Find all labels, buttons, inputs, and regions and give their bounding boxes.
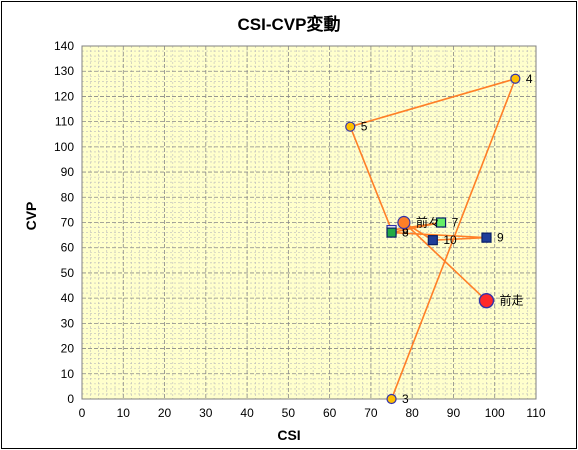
data-label: 3 (402, 392, 409, 406)
x-tick-label: 10 (117, 406, 131, 420)
data-point (435, 217, 447, 228)
data-point (510, 73, 521, 84)
x-tick-label: 70 (364, 406, 378, 420)
data-point (427, 235, 438, 246)
y-tick-label: 40 (61, 291, 75, 305)
x-axis-title: CSI (277, 427, 300, 443)
data-point (345, 121, 356, 132)
data-label: 5 (361, 120, 368, 134)
data-point (386, 393, 397, 405)
x-tick-label: 90 (447, 406, 461, 420)
y-tick-label: 130 (54, 64, 74, 78)
data-label: 4 (526, 72, 533, 86)
data-label: 10 (443, 233, 457, 247)
y-tick-label: 10 (61, 367, 75, 381)
y-tick-label: 0 (67, 392, 74, 406)
data-label: 前走 (499, 293, 523, 308)
series-line (349, 77, 517, 400)
data-label: 9 (497, 231, 504, 245)
plot-layer: 0 10 20 30 40 50 60 70 80 90 100 110 0 10 20 30 40 50 60 70… (54, 39, 546, 420)
y-tick-label: 70 (61, 216, 75, 230)
x-tick-label: 110 (526, 406, 545, 420)
x-tick-label: 40 (240, 406, 254, 420)
data-label: 前々 (416, 215, 440, 230)
y-tick-label: 120 (54, 89, 74, 103)
y-tick-label: 60 (61, 241, 75, 255)
y-tick-label: 20 (61, 342, 75, 356)
x-tick-label: 50 (282, 406, 296, 420)
x-tick-label: 60 (323, 406, 337, 420)
data-label: 7 (452, 216, 459, 230)
data-point (478, 292, 495, 309)
y-tick-label: 110 (55, 115, 74, 129)
y-tick-label: 90 (61, 165, 75, 179)
data-label: 6 (402, 223, 409, 237)
data-point (481, 232, 492, 243)
y-tick-label: 140 (54, 39, 74, 53)
data-point (397, 215, 411, 230)
plot-border (81, 45, 537, 400)
y-tick-label: 30 (61, 316, 75, 330)
data-point (386, 227, 397, 238)
chart-title: CSI-CVP変動 (238, 14, 341, 34)
y-tick-label: 100 (54, 140, 74, 154)
x-tick-label: 30 (199, 406, 213, 420)
y-axis-title: CVP (23, 202, 39, 231)
data-label: 8 (402, 226, 409, 240)
x-tick-label: 0 (79, 406, 86, 420)
x-tick-label: 100 (485, 406, 505, 420)
x-tick-label: 80 (406, 406, 420, 420)
x-tick-label: 20 (158, 406, 172, 420)
y-tick-label: 50 (61, 266, 75, 280)
y-tick-label: 80 (61, 190, 75, 204)
